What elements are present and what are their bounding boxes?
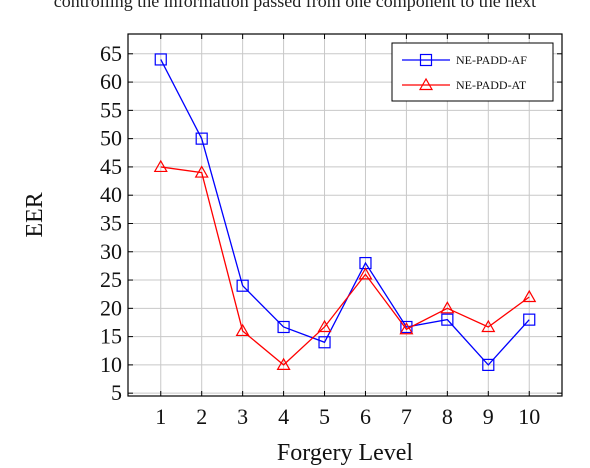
legend-label: NE-PADD-AT [456,78,527,92]
x-tick-label: 8 [442,404,453,429]
grid-lines [128,34,562,396]
caption-fragment: controlling the information passed from … [53,0,537,11]
data-point-square [236,279,249,292]
data-point-triangle [235,323,250,337]
y-tick-label: 40 [100,182,122,207]
y-tick-label: 55 [100,97,122,122]
data-point-triangle [481,319,496,333]
x-tick-label: 4 [278,404,289,429]
x-tick-label: 1 [155,404,166,429]
series-NE-PADD-AT [153,159,537,370]
x-tick-label: 9 [483,404,494,429]
data-point-square [195,132,208,145]
y-tick-label: 60 [100,69,122,94]
legend-marker-square [419,53,433,67]
y-tick-label: 35 [100,210,122,235]
series-line [160,166,530,366]
x-tick-label: 10 [518,404,540,429]
data-point-square [154,53,167,66]
legend-entry: NE-PADD-AT [402,77,527,92]
legend-marker-triangle [418,77,434,91]
data-point-square [277,320,290,334]
y-tick-label: 20 [100,295,122,320]
y-tick-label: 15 [100,324,122,349]
data-point-triangle [440,301,455,314]
legend-box [391,42,554,102]
x-axis-label: Forgery Level [277,440,414,466]
y-tick-label: 65 [100,41,122,66]
data-point-triangle [522,289,537,303]
plot-frame [127,33,563,397]
x-tick-label: 3 [237,404,248,429]
data-point-square [441,313,454,326]
data-point-square [482,358,495,371]
y-axis-label: EER [22,192,48,237]
y-tick-label: 50 [100,126,122,151]
data-point-square [523,313,536,326]
data-point-triangle [153,159,168,173]
y-tick-label: 30 [100,239,122,264]
data-point-triangle [358,267,373,280]
data-point-square [318,336,331,349]
y-tick-label: 10 [100,352,122,377]
data-point-triangle [276,357,291,370]
x-tick-label: 7 [401,404,412,429]
x-tick-label: 2 [196,404,207,429]
legend-label: NE-PADD-AF [456,53,527,67]
data-point-triangle [399,322,414,335]
y-tick-label: 25 [100,267,122,292]
legend: NE-PADD-AF NE-PADD-AT [391,42,554,102]
legend-entry: NE-PADD-AF [402,53,527,67]
data-point-triangle [194,165,209,178]
data-point-triangle [317,319,332,333]
series-line [160,59,530,366]
y-tick-label: 45 [100,154,122,179]
series-layer [153,53,537,371]
x-tick-label: 5 [319,404,330,429]
y-tick-label: 5 [111,380,122,405]
x-tick-label: 6 [360,404,371,429]
